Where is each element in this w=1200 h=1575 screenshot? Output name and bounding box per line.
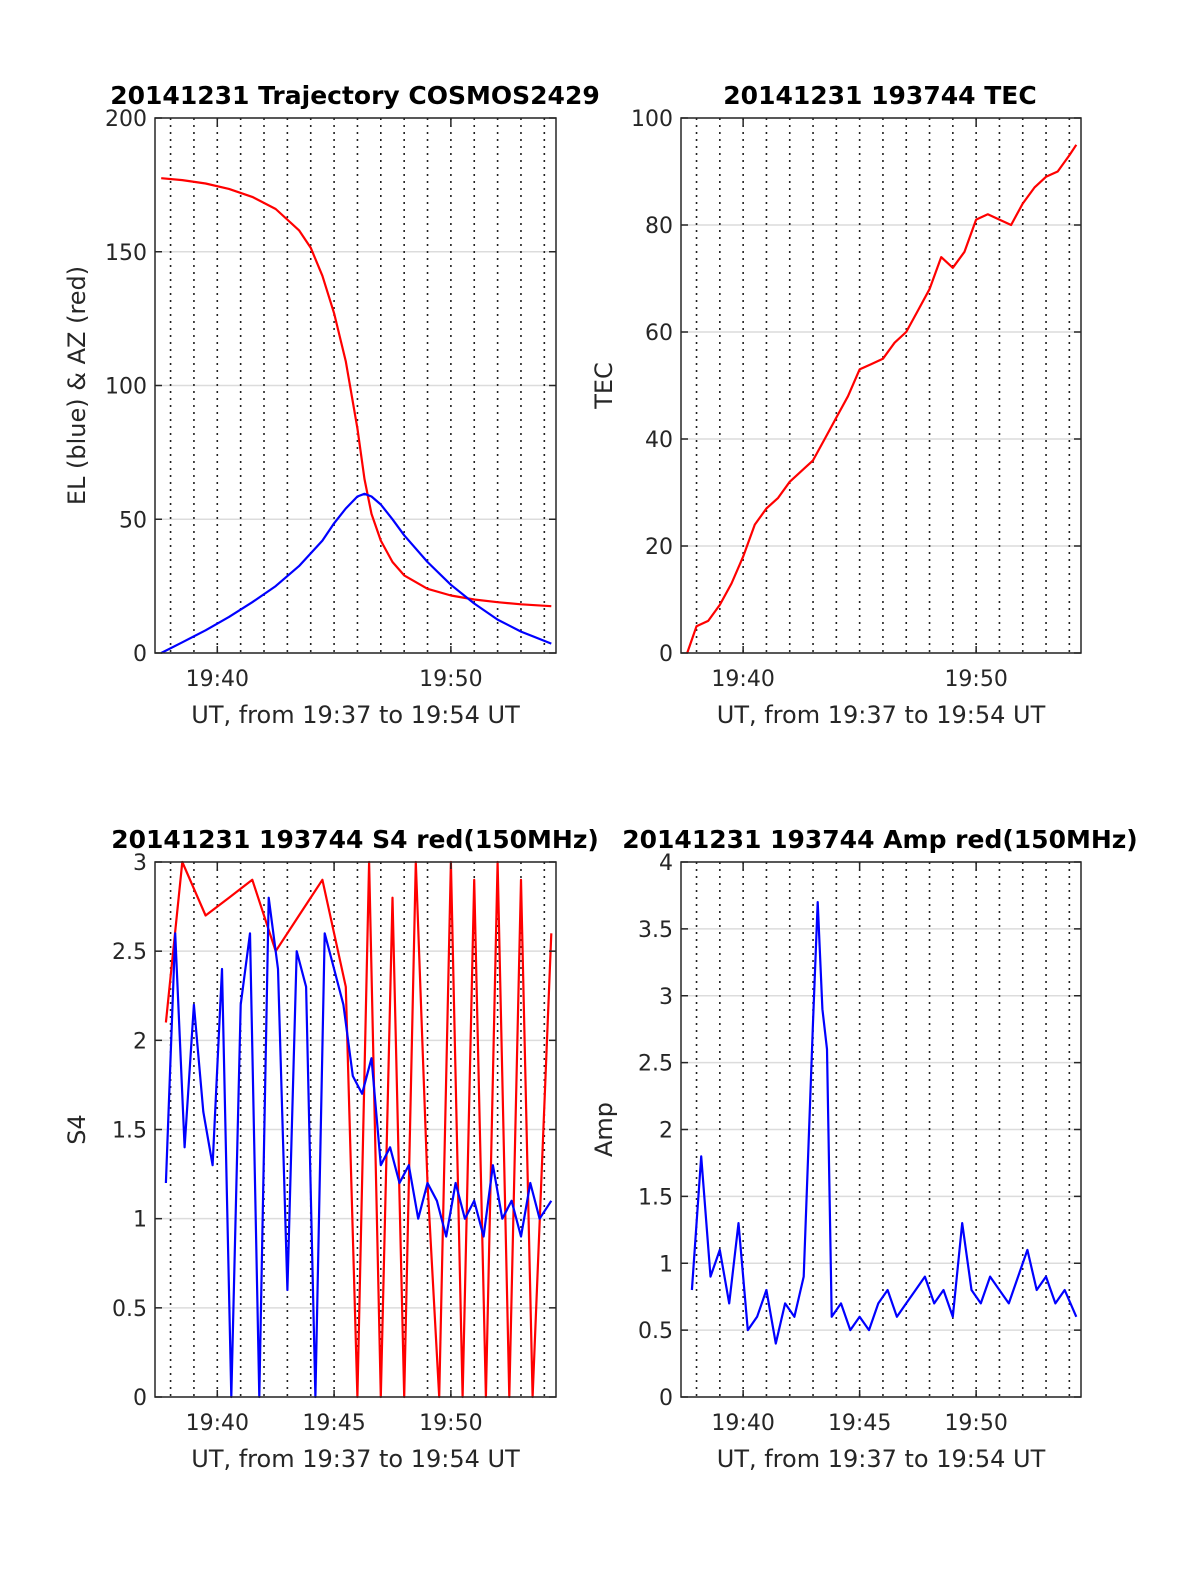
x-axis-label: UT, from 19:37 to 19:54 UT — [717, 701, 1046, 729]
series-line-1 — [161, 177, 552, 608]
axes-box — [680, 117, 1082, 654]
y-tick-label: 100 — [631, 107, 673, 132]
x-axis-label: UT, from 19:37 to 19:54 UT — [717, 1445, 1046, 1473]
series-line-1 — [164, 860, 553, 1399]
y-tick-label: 20 — [645, 535, 673, 560]
panel-3: 0 0.5 1 1.5 2 2.5 3 19:40 19:45 19:50 UT, from 19:… — [63, 825, 599, 1473]
panel-1: 0 50 100 150 200 19:40 19:50 UT, from 19:37 to … — [63, 81, 600, 729]
series-line-1 — [690, 900, 1078, 1345]
x-tick-label: 19:50 — [419, 1411, 482, 1436]
y-axis-label: S4 — [63, 1114, 91, 1145]
x-tick-label: 19:40 — [186, 1411, 249, 1436]
y-axis-label: TEC — [590, 362, 618, 410]
y-tick-label: 3 — [659, 985, 673, 1010]
x-axis-label: UT, from 19:37 to 19:54 UT — [191, 1445, 520, 1473]
x-axis-label: UT, from 19:37 to 19:54 UT — [191, 701, 520, 729]
y-tick-label: 2 — [133, 1029, 147, 1054]
y-tick-label: 2.5 — [638, 1052, 673, 1077]
series-line-2 — [160, 492, 552, 654]
x-tick-label: 19:50 — [944, 667, 1007, 692]
y-tick-label: 0 — [133, 1386, 147, 1411]
chart-title: 20141231 193744 TEC — [723, 81, 1036, 110]
panel-2: 0 20 40 60 80 100 19:40 19:50 UT, from 19:37 to … — [590, 81, 1082, 729]
y-tick-label: 1 — [659, 1252, 673, 1277]
y-axis-label: EL (blue) & AZ (red) — [63, 266, 91, 505]
y-tick-label: 1 — [133, 1208, 147, 1233]
y-tick-label: 0 — [659, 1386, 673, 1411]
y-axis-label: Amp — [590, 1102, 618, 1157]
y-tick-label: 2 — [659, 1119, 673, 1144]
panel-4: 0 0.5 1 1.5 2 2.5 3 3.5 4 19:40 19:45 19:50 UT, from… — [590, 825, 1138, 1473]
y-tick-label: 80 — [645, 214, 673, 239]
y-tick-label: 3.5 — [638, 918, 673, 943]
y-tick-label: 150 — [105, 241, 147, 266]
chart-title: 20141231 Trajectory COSMOS2429 — [110, 81, 600, 110]
series-line-1 — [686, 144, 1078, 654]
x-tick-label: 19:40 — [711, 667, 774, 692]
series-line-2 — [164, 896, 553, 1399]
y-tick-label: 60 — [645, 321, 673, 346]
x-tick-label: 19:45 — [302, 1411, 365, 1436]
x-tick-label: 19:40 — [711, 1411, 774, 1436]
chart-title: 20141231 193744 Amp red(150MHz) — [622, 825, 1138, 854]
y-tick-label: 50 — [119, 508, 147, 533]
y-tick-label: 200 — [105, 107, 147, 132]
x-tick-label: 19:50 — [419, 667, 482, 692]
chart-title: 20141231 193744 S4 red(150MHz) — [111, 825, 599, 854]
y-tick-label: 1.5 — [112, 1119, 147, 1144]
y-tick-label: 100 — [105, 375, 147, 400]
y-tick-label: 0.5 — [638, 1319, 673, 1344]
y-tick-label: 0 — [133, 642, 147, 667]
y-tick-label: 2.5 — [112, 940, 147, 965]
y-tick-label: 1.5 — [638, 1185, 673, 1210]
y-tick-label: 0.5 — [112, 1297, 147, 1322]
plot-area — [681, 118, 1081, 653]
y-tick-label: 3 — [133, 851, 147, 876]
x-tick-label: 19:45 — [828, 1411, 891, 1436]
x-tick-label: 19:40 — [186, 667, 249, 692]
y-tick-label: 40 — [645, 428, 673, 453]
x-tick-label: 19:50 — [944, 1411, 1007, 1436]
y-tick-label: 0 — [659, 642, 673, 667]
y-tick-label: 4 — [659, 851, 673, 876]
